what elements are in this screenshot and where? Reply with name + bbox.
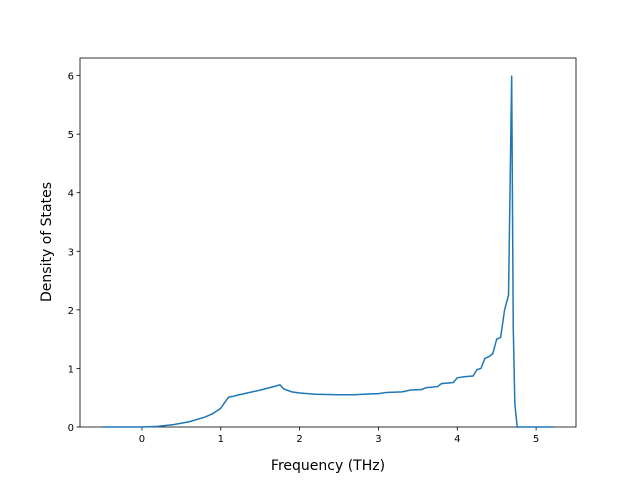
data-line — [102, 75, 554, 428]
x-axis-label: Frequency (THz) — [271, 458, 385, 474]
x-tick-label: 4 — [454, 434, 460, 445]
x-tick-label: 1 — [218, 434, 224, 445]
y-tick-label: 2 — [68, 306, 74, 317]
y-tick-label: 5 — [68, 130, 74, 141]
y-tick-label: 6 — [68, 72, 74, 83]
y-tick-label: 4 — [68, 189, 74, 200]
y-tick-label: 1 — [68, 364, 74, 375]
x-tick-label: 3 — [375, 434, 381, 445]
x-tick-label: 0 — [139, 434, 145, 445]
y-tick-label: 0 — [68, 423, 74, 434]
x-tick-label: 2 — [296, 434, 302, 445]
plot-frame — [79, 57, 577, 428]
x-tick-label: 5 — [533, 434, 539, 445]
y-axis-label: Density of States — [39, 182, 55, 302]
y-tick-label: 3 — [68, 247, 74, 258]
